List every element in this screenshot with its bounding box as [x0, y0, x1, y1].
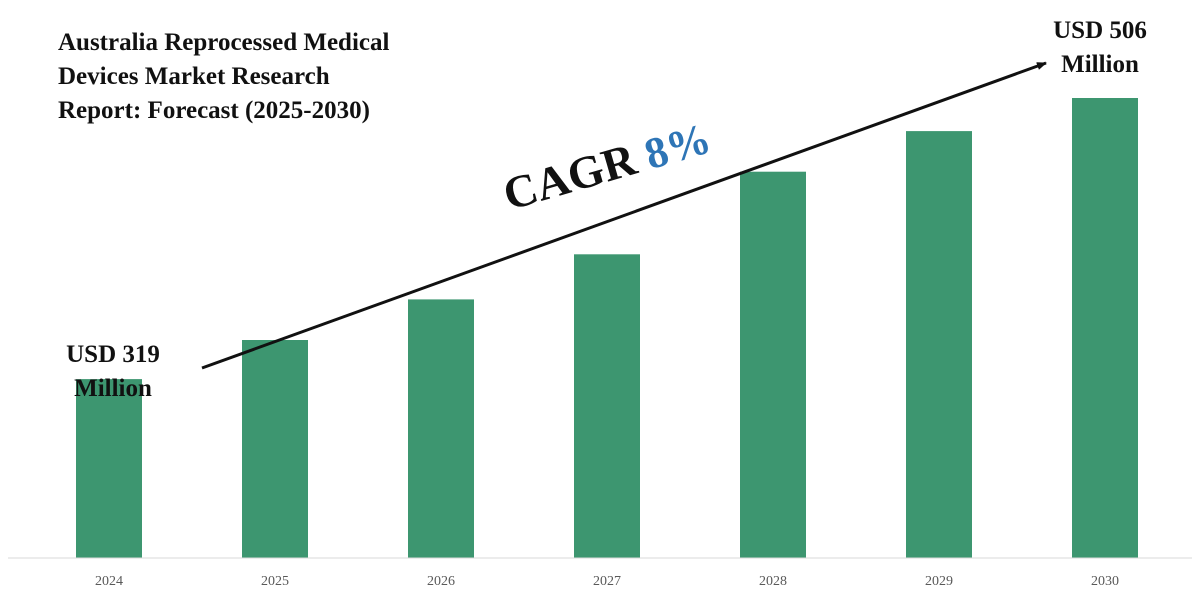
- chart-title-line-3: Report: Forecast (2025-2030): [58, 97, 370, 124]
- bar-2025: [242, 340, 308, 558]
- x-tick-label-2027: 2027: [593, 574, 621, 589]
- start-value-annotation: USD 319 Million: [38, 338, 188, 406]
- bar-2030: [1072, 98, 1138, 558]
- end-value-annotation: USD 506 Million: [1030, 14, 1170, 82]
- end-value-unit: Million: [1061, 51, 1139, 78]
- x-tick-labels: 2024 2025 2026 2027 2028 2029 2030: [95, 574, 1119, 589]
- bar-2026: [408, 299, 474, 558]
- chart-title-line-2: Devices Market Research: [58, 63, 330, 90]
- bars-group: [76, 98, 1138, 559]
- bar-2028: [740, 171, 806, 558]
- start-value-unit: Million: [74, 375, 152, 402]
- chart-title-line-1: Australia Reprocessed Medical: [58, 29, 390, 56]
- end-value-amount: USD 506: [1053, 17, 1147, 44]
- bar-2027: [574, 254, 640, 559]
- chart-title: Australia Reprocessed Medical Devices Ma…: [58, 26, 498, 128]
- bar-2024: [76, 379, 142, 558]
- x-tick-label-2024: 2024: [95, 574, 123, 589]
- cagr-trend-arrow: [201, 61, 1047, 370]
- x-tick-label-2026: 2026: [427, 574, 455, 589]
- start-value-amount: USD 319: [66, 341, 160, 368]
- x-tick-label-2030: 2030: [1091, 574, 1119, 589]
- x-tick-label-2029: 2029: [925, 574, 953, 589]
- x-tick-label-2028: 2028: [759, 574, 787, 589]
- x-tick-label-2025: 2025: [261, 574, 289, 589]
- bar-2029: [906, 131, 972, 558]
